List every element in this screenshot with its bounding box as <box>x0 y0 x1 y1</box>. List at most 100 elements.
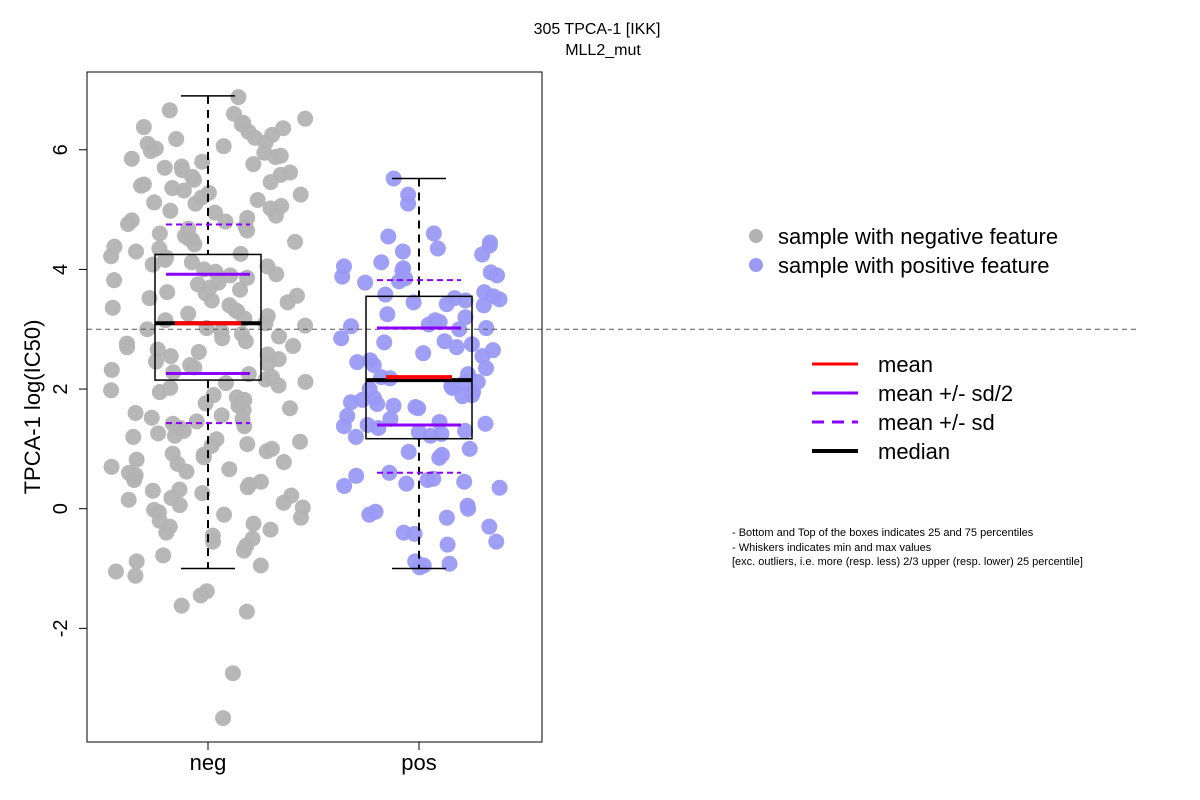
neg-point-86 <box>104 299 121 316</box>
legend-label-positive: sample with positive feature <box>778 253 1049 278</box>
neg-point-52 <box>239 222 256 239</box>
neg-point-190 <box>155 547 172 564</box>
neg-point-101 <box>237 333 254 350</box>
neg-point-6 <box>135 119 152 136</box>
y-tick-label-3: 4 <box>50 264 72 275</box>
neg-point-57 <box>287 233 304 250</box>
pos-point-82 <box>431 449 448 466</box>
note-line-2: - Whiskers indicates min and max values <box>732 542 932 554</box>
neg-point-193 <box>107 563 124 580</box>
neg-point-179 <box>292 509 309 526</box>
neg-point-142 <box>150 425 167 442</box>
y-axis-title: TPCA-1 log(IC50) <box>20 320 45 495</box>
neg-point-120 <box>217 375 234 392</box>
pos-point-96 <box>481 518 498 535</box>
neg-point-83 <box>203 292 220 309</box>
y-tick-label-0: -2 <box>50 619 72 637</box>
neg-point-108 <box>162 348 179 365</box>
neg-point-34 <box>175 182 192 199</box>
pos-point-26 <box>405 294 422 311</box>
neg-point-158 <box>221 461 238 478</box>
legend-marker-negative <box>749 229 763 243</box>
neg-point-178 <box>216 506 233 523</box>
neg-point-43 <box>162 202 179 219</box>
pos-point-15 <box>489 267 506 284</box>
pos-point-99 <box>488 533 505 550</box>
neg-point-3 <box>297 110 314 127</box>
legend-label-mean: mean <box>878 352 933 377</box>
pos-point-88 <box>398 475 415 492</box>
neg-point-48 <box>217 213 234 230</box>
legend-marker-positive <box>749 258 763 272</box>
neg-point-166 <box>239 479 256 496</box>
x-tick-label-pos: pos <box>401 750 436 775</box>
neg-point-67 <box>144 256 161 273</box>
pos-point-47 <box>365 357 382 374</box>
neg-point-183 <box>262 521 279 538</box>
neg-point-89 <box>180 305 197 322</box>
neg-point-119 <box>297 373 314 390</box>
pos-point-100 <box>439 536 456 553</box>
y-tick-label-4: 6 <box>50 144 72 155</box>
neg-point-147 <box>239 436 256 453</box>
neg-point-39 <box>146 194 163 211</box>
neg-point-189 <box>235 542 252 559</box>
pos-point-89 <box>336 477 353 494</box>
pos-point-18 <box>391 273 408 290</box>
pos-point-43 <box>415 345 432 362</box>
neg-point-22 <box>245 156 262 173</box>
neg-point-139 <box>236 418 253 435</box>
neg-point-174 <box>171 497 188 514</box>
pos-point-39 <box>376 334 393 351</box>
neg-point-157 <box>103 458 120 475</box>
neg-point-100 <box>214 330 231 347</box>
neg-point-99 <box>271 328 288 345</box>
neg-point-104 <box>119 339 136 356</box>
neg-point-198 <box>238 603 255 620</box>
neg-point-153 <box>195 449 212 466</box>
neg-point-131 <box>281 400 298 417</box>
legend-label-negative: sample with negative feature <box>778 224 1058 249</box>
note-line-3: [exc. outliers, i.e. more (resp. less) 2… <box>732 556 1083 568</box>
neg-point-181 <box>245 515 262 532</box>
neg-point-11 <box>168 131 185 147</box>
neg-point-200 <box>215 710 232 727</box>
neg-point-135 <box>143 409 160 426</box>
pos-point-59 <box>454 388 471 405</box>
neg-point-163 <box>126 471 143 488</box>
neg-point-173 <box>275 494 292 511</box>
neg-point-134 <box>213 407 230 424</box>
neg-point-113 <box>186 359 203 376</box>
neg-point-155 <box>275 454 292 471</box>
pos-point-72 <box>335 418 352 435</box>
neg-point-110 <box>148 353 165 370</box>
pos-point-19 <box>357 274 374 291</box>
neg-point-121 <box>270 377 287 394</box>
neg-point-199 <box>224 665 241 682</box>
pos-point-92 <box>460 500 477 517</box>
legend-label-sd: mean +/- sd <box>878 410 995 435</box>
pos-point-78 <box>347 428 364 445</box>
pos-point-25 <box>457 292 474 309</box>
pos-point-28 <box>475 297 492 314</box>
pos-point-68 <box>382 410 399 427</box>
neg-box <box>154 253 262 381</box>
neg-point-44 <box>207 204 224 221</box>
pos-point-8 <box>394 243 411 260</box>
pos-point-29 <box>379 306 396 323</box>
legend-points: sample with negative feature sample with… <box>749 224 1058 278</box>
neg-point-58 <box>186 236 203 253</box>
neg-point-184 <box>158 524 175 541</box>
neg-point-150 <box>258 443 275 460</box>
neg-point-169 <box>194 485 211 502</box>
legend-lines: mean mean +/- sd/2 mean +/- sd median <box>812 352 1013 464</box>
pos-point-41 <box>448 339 465 356</box>
pos-point-46 <box>349 354 366 371</box>
pos-point-48 <box>478 360 495 377</box>
neg-point-192 <box>252 557 269 574</box>
neg-point-168 <box>144 482 161 499</box>
neg-point-111 <box>259 355 276 372</box>
pos-point-7 <box>429 240 446 257</box>
neg-point-159 <box>178 463 195 480</box>
pos-point-84 <box>348 467 365 484</box>
